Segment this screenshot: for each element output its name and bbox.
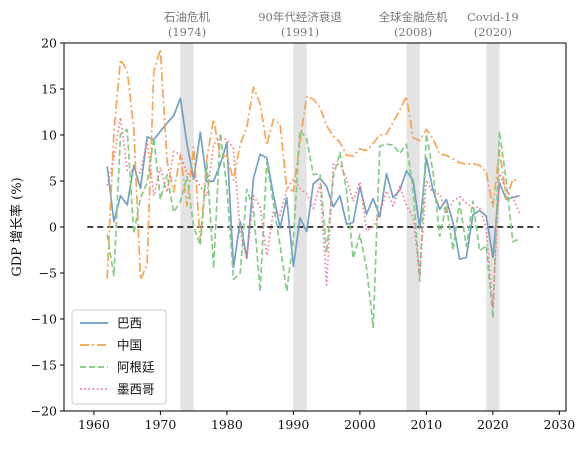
y-tick-label: −5 <box>39 266 57 281</box>
y-tick-label: −10 <box>31 312 57 327</box>
legend-label: 墨西哥 <box>117 382 155 397</box>
crisis-label: 90年代经济衰退 <box>258 10 342 24</box>
crisis-label: (2008) <box>394 25 432 39</box>
y-tick-label: 5 <box>49 174 57 189</box>
crisis-label: (1974) <box>168 25 206 39</box>
x-tick-label: 2000 <box>344 417 376 432</box>
x-tick-label: 2010 <box>410 417 442 432</box>
legend-box <box>71 309 167 405</box>
x-tick-label: 2030 <box>543 417 575 432</box>
series-line <box>106 128 520 329</box>
crisis-label: 全球金融危机 <box>379 10 448 24</box>
x-tick-label: 1970 <box>145 417 177 432</box>
crisis-label: (1991) <box>281 25 319 39</box>
y-axis-title: GDP 增长率 (%) <box>9 177 25 276</box>
x-tick-label: 1990 <box>277 417 309 432</box>
y-tick-label: 15 <box>41 82 57 97</box>
x-tick-label: 2020 <box>477 417 509 432</box>
legend-label: 巴西 <box>117 316 142 331</box>
crisis-label: (2020) <box>474 25 512 39</box>
x-tick-label: 1960 <box>78 417 110 432</box>
legend-label: 阿根廷 <box>117 360 155 375</box>
y-tick-label: 20 <box>41 36 57 51</box>
crisis-band <box>180 43 194 411</box>
crisis-label: Covid-19 <box>467 10 519 24</box>
series-line <box>106 48 520 281</box>
y-tick-label: 0 <box>49 220 57 235</box>
x-tick-label: 1980 <box>211 417 243 432</box>
y-tick-label: −15 <box>31 358 57 373</box>
y-tick-label: 10 <box>41 128 57 143</box>
crisis-label: 石油危机 <box>164 10 210 24</box>
legend-label: 中国 <box>117 338 142 353</box>
series-line <box>106 97 520 269</box>
series-line <box>106 116 521 308</box>
y-tick-label: −20 <box>31 404 57 419</box>
